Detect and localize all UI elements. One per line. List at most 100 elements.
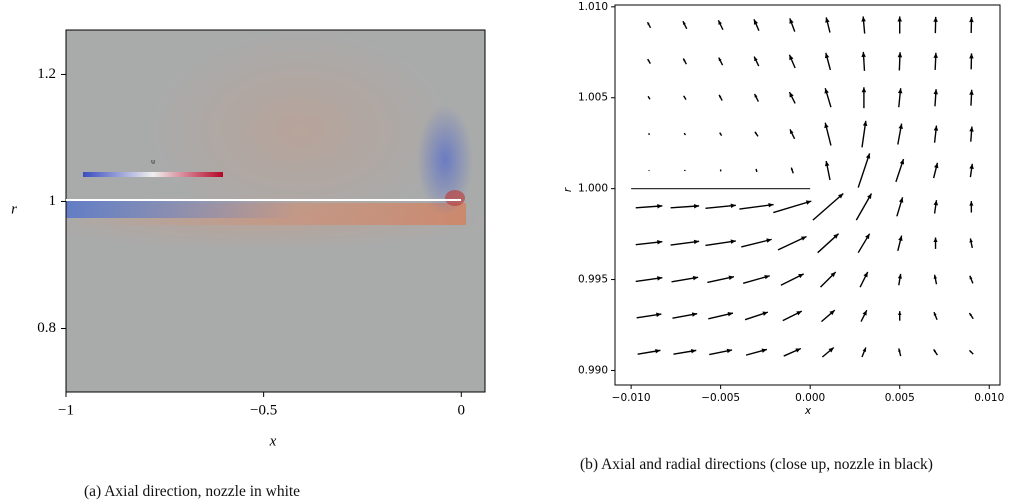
arrow (933, 274, 938, 285)
arrow (933, 52, 938, 70)
arrow (897, 52, 903, 71)
arrow-head (862, 347, 866, 353)
arrow-head (824, 160, 830, 167)
arrow (705, 239, 736, 247)
x-tick-label: −1 (58, 402, 74, 418)
arrow (789, 129, 796, 140)
arrow (969, 53, 974, 70)
arrow-head (838, 193, 844, 199)
arrow-head (764, 274, 770, 280)
arrow (821, 346, 835, 358)
arrow-shaft (705, 204, 736, 210)
x-axis-label: x (269, 433, 277, 449)
arrow-head (647, 22, 650, 25)
arrow-head (863, 271, 868, 278)
arrow-head (830, 271, 836, 278)
arrow-head (730, 239, 736, 244)
arrow (855, 193, 873, 221)
arrow (898, 311, 902, 321)
arrow-head (969, 89, 974, 95)
arrow-head (762, 311, 768, 316)
arrow-head (969, 238, 973, 243)
arrow (637, 348, 661, 355)
arrow-head (656, 312, 662, 317)
arrow (933, 89, 939, 107)
arrow-head (898, 123, 903, 129)
arrow-head (683, 58, 686, 62)
arrow (860, 309, 868, 322)
arrow (895, 158, 905, 183)
arrow (812, 192, 844, 221)
arrow (672, 312, 698, 319)
arrow-head (648, 96, 650, 98)
arrow (898, 348, 902, 357)
arrow-head (795, 348, 801, 353)
arrow (777, 235, 807, 251)
arrow (897, 235, 903, 251)
arrow (933, 200, 939, 214)
arrow-head (647, 59, 650, 62)
y-tick-label: 0.995 (578, 274, 608, 286)
arrow (636, 312, 662, 319)
arrow-head (693, 203, 700, 209)
arrow (824, 160, 831, 181)
x-tick-label: 0 (458, 402, 466, 418)
arrow (824, 52, 832, 71)
arrow (861, 51, 866, 71)
arrow (788, 54, 796, 69)
arrow (820, 309, 836, 323)
arrow (647, 58, 651, 64)
arrow-head (720, 169, 721, 171)
arrow (969, 163, 974, 178)
arrow-head (798, 273, 804, 279)
arrow-shaft (777, 235, 807, 251)
arrow (741, 238, 772, 248)
arrow (969, 17, 974, 33)
arrow (648, 133, 651, 136)
arrow-head (969, 350, 972, 353)
arrow (780, 273, 804, 286)
arrow-head (768, 202, 774, 208)
arrow-shaft (812, 192, 844, 221)
arrow-head (824, 88, 829, 94)
x-tick-label: −0.5 (250, 402, 277, 418)
arrow (717, 19, 724, 31)
arrow-head (898, 197, 904, 203)
arrow-shaft (739, 203, 774, 210)
arrow (859, 271, 869, 288)
arrow-head (718, 20, 722, 25)
arrow (933, 125, 939, 143)
arrow-head (824, 52, 830, 59)
arrow-shaft (741, 238, 772, 248)
arrow-head (969, 313, 972, 317)
arrow-head (933, 237, 938, 243)
arrow (824, 122, 832, 146)
arrow (897, 88, 903, 108)
arrow (683, 95, 687, 100)
arrow-head (899, 159, 905, 165)
arrow-head (801, 236, 807, 241)
arrow (708, 311, 734, 320)
arrow (646, 21, 652, 29)
arrow (897, 273, 902, 286)
arrow (773, 200, 812, 214)
arrow (754, 131, 759, 137)
arrow-head (657, 203, 663, 209)
x-axis-label: x (804, 405, 812, 417)
caption: (b) Axial and radial directions (close u… (580, 456, 933, 473)
arrow-head (824, 122, 829, 129)
arrow (933, 349, 939, 356)
arrow-shaft (705, 240, 736, 247)
arrow-head (898, 311, 902, 315)
arrow-head (690, 348, 697, 354)
arrow (745, 348, 768, 356)
arrow (753, 93, 759, 102)
arrow-head (825, 17, 830, 23)
y-tick-label: 1 (49, 193, 57, 209)
arrow-head (693, 239, 700, 245)
y-tick-label: 1.010 (578, 1, 608, 13)
arrow-head (969, 163, 974, 170)
arrow-head (865, 233, 870, 240)
arrow-head (766, 238, 772, 243)
arrow (857, 233, 871, 254)
